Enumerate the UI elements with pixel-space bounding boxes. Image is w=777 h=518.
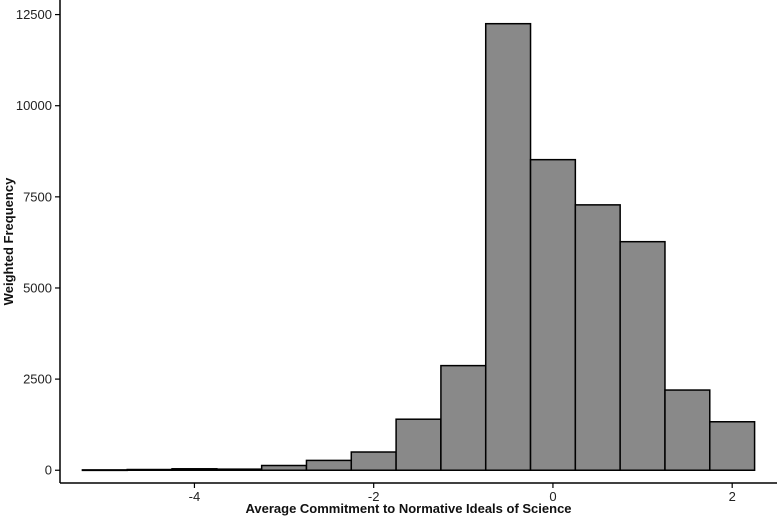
histogram-bar-0: [81, 469, 128, 472]
y-tick-label: 10000: [16, 98, 52, 113]
y-axis-title: Weighted Frequency: [1, 177, 16, 305]
histogram-bar-5: [305, 459, 353, 471]
y-tick-label: 12500: [16, 7, 52, 22]
histogram-bar-4: [260, 464, 308, 471]
histogram-bar-3: [216, 468, 263, 471]
x-ticks-group: -4 -2 0 2: [189, 483, 736, 504]
histogram-bar-6: [350, 451, 397, 471]
histogram-bar-2: [171, 468, 218, 471]
histogram-bar-1: [126, 468, 173, 471]
x-tick-label: -4: [189, 489, 201, 504]
x-tick-label: -2: [368, 489, 380, 504]
histogram-bar-13: [664, 389, 711, 471]
y-tick-label: 5000: [23, 280, 52, 295]
y-tick-label: 0: [45, 463, 52, 478]
histogram-bar-7: [395, 418, 442, 471]
histogram-bar-9: [484, 22, 532, 471]
histogram-bar-14: [709, 421, 756, 471]
y-tick-label: 7500: [23, 189, 52, 204]
histogram-bar-10: [529, 158, 577, 471]
histogram-bar-11: [574, 204, 621, 471]
x-axis-title: Average Commitment to Normative Ideals o…: [245, 501, 571, 516]
y-ticks-group: 0 2500 5000 7500 10000 12500: [16, 7, 60, 478]
y-tick-label: 2500: [23, 372, 52, 387]
x-tick-label: 2: [729, 489, 736, 504]
histogram-bar-8: [440, 364, 487, 471]
histogram-bar-12: [619, 240, 666, 471]
x-tick-label: 0: [549, 489, 556, 504]
bars-group: [81, 22, 756, 472]
